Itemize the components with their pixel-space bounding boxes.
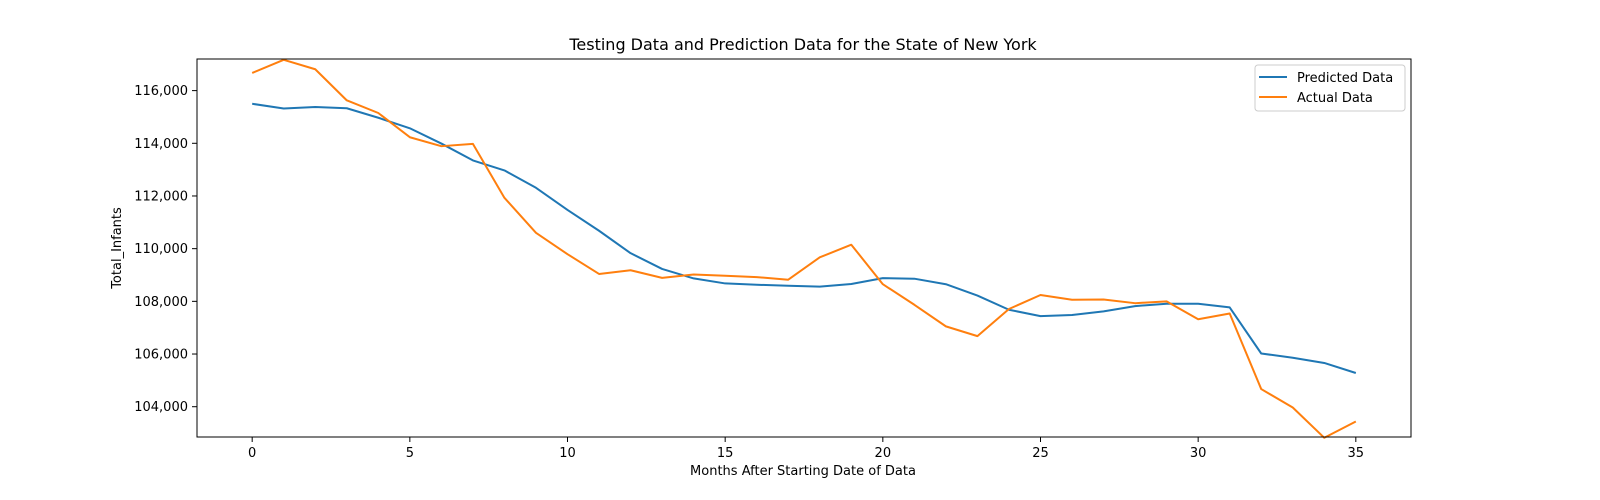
x-tick-label: 0: [248, 446, 256, 461]
y-axis-label: Total_Infants: [110, 207, 125, 290]
y-tick-label: 114,000: [134, 137, 188, 152]
y-tick-label: 110,000: [134, 242, 188, 257]
x-tick-label: 35: [1348, 446, 1365, 461]
series-line-predicted: [252, 102, 1357, 374]
legend-label: Actual Data: [1297, 91, 1373, 106]
y-tick-label: 104,000: [134, 400, 188, 415]
y-tick-label: 106,000: [134, 348, 188, 363]
chart-title: Testing Data and Prediction Data for the…: [568, 35, 1037, 54]
legend-box: [1254, 64, 1406, 112]
x-tick-label: 30: [1190, 446, 1207, 461]
legend-label: Predicted Data: [1297, 71, 1393, 86]
y-tick-label: 108,000: [134, 295, 188, 310]
plot-area-frame: [196, 58, 1412, 438]
x-tick-label: 25: [1032, 446, 1049, 461]
x-tick-label: 10: [559, 446, 576, 461]
series-line-actual: [251, 58, 1357, 439]
x-axis-ticks: 0 5 10 15 20 25 30 35: [248, 437, 1364, 461]
y-tick-label: 116,000: [134, 84, 188, 99]
series-layer: [251, 58, 1357, 439]
y-tick-label: 112,000: [134, 189, 188, 204]
y-axis-ticks: 104,000 106,000 108,000 110,000 112,000 114,0…: [134, 84, 197, 415]
x-axis-label: Months After Starting Date of Data: [690, 464, 916, 479]
x-tick-label: 20: [875, 446, 892, 461]
legend: Predicted Data Actual Data: [1254, 64, 1406, 112]
x-tick-label: 15: [717, 446, 734, 461]
x-tick-label: 5: [406, 446, 414, 461]
